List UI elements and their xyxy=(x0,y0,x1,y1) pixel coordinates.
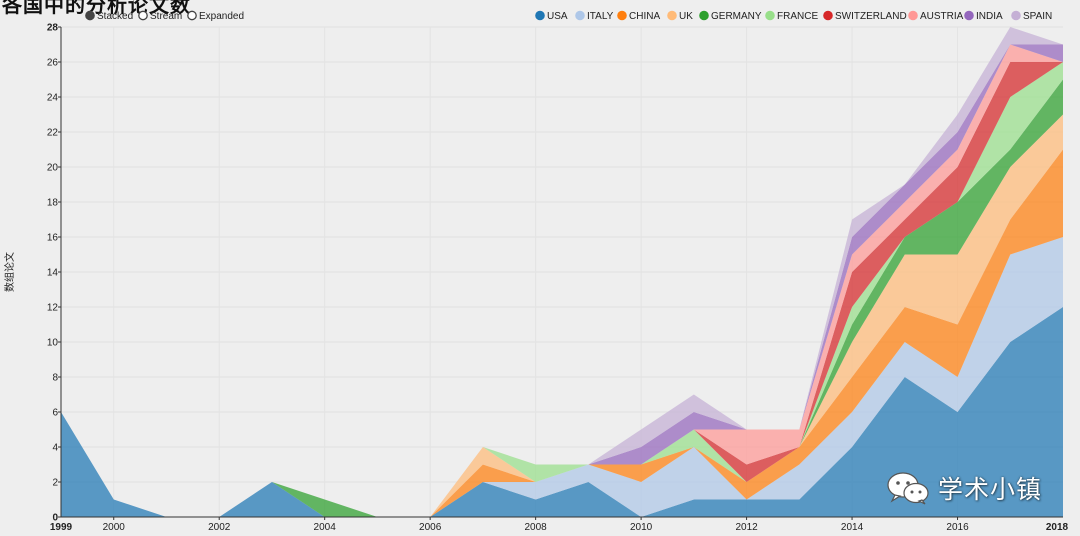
legend-label: INDIA xyxy=(976,11,1003,22)
legend-label: ITALY xyxy=(587,11,614,22)
mode-radio[interactable] xyxy=(138,10,148,21)
legend-label: CHINA xyxy=(629,11,660,22)
legend-label: UK xyxy=(679,11,693,22)
watermark-text: 学术小镇 xyxy=(938,475,1043,504)
y-tick-label: 28 xyxy=(47,23,59,34)
legend-item-italy[interactable]: ITALY xyxy=(575,10,614,22)
y-tick-label: 12 xyxy=(47,303,59,314)
y-tick-label: 8 xyxy=(52,373,58,384)
legend-item-austria[interactable]: AUSTRIA xyxy=(908,10,964,22)
watermark: 学术小镇 xyxy=(886,470,1042,506)
legend-item-uk[interactable]: UK xyxy=(667,10,694,22)
legend-swatch xyxy=(617,10,627,21)
legend-label: GERMANY xyxy=(711,11,762,22)
y-tick-label: 2 xyxy=(52,478,58,489)
area-series xyxy=(61,27,1063,517)
y-tick-label: 0 xyxy=(52,513,58,524)
y-tick-label: 10 xyxy=(47,338,59,349)
legend-item-china[interactable]: CHINA xyxy=(617,10,661,22)
mode-label: Stacked xyxy=(97,11,133,22)
x-tick-label: 2010 xyxy=(630,522,653,533)
x-tick-label: 2002 xyxy=(208,522,231,533)
y-tick-label: 6 xyxy=(52,408,58,419)
wechat-icon xyxy=(887,472,929,505)
legend-swatch xyxy=(964,10,974,21)
x-tick-label: 2016 xyxy=(946,522,969,533)
legend-label: SWITZERLAND xyxy=(835,11,907,22)
chart-mode-controls: Stacked Stream Expanded xyxy=(85,10,244,22)
y-tick-label: 16 xyxy=(47,233,59,244)
mode-stream[interactable]: Stream xyxy=(138,10,182,22)
legend-item-usa[interactable]: USA xyxy=(535,10,568,22)
mode-expanded[interactable]: Expanded xyxy=(187,10,244,22)
y-axis-label: 数组论文 xyxy=(3,252,16,292)
legend-swatch xyxy=(908,10,918,21)
mode-radio[interactable] xyxy=(187,10,197,21)
legend-item-spain[interactable]: SPAIN xyxy=(1011,10,1053,22)
x-tick-label-end: 2018 xyxy=(1046,522,1069,533)
legend-swatch xyxy=(575,10,585,21)
legend-swatch xyxy=(699,10,709,21)
y-tick-label: 22 xyxy=(47,128,59,139)
x-tick-label: 2000 xyxy=(103,522,126,533)
x-tick-label: 2012 xyxy=(735,522,758,533)
y-tick-label: 20 xyxy=(47,163,59,174)
mode-stacked[interactable]: Stacked xyxy=(85,10,133,22)
legend-swatch xyxy=(667,10,677,21)
legend-swatch xyxy=(823,10,833,21)
legend-label: AUSTRIA xyxy=(920,11,964,22)
x-tick-label: 2006 xyxy=(419,522,442,533)
legend-label: FRANCE xyxy=(777,11,818,22)
legend-swatch xyxy=(535,10,545,21)
legend-label: USA xyxy=(547,11,568,22)
x-tick-label: 2004 xyxy=(314,522,337,533)
legend-label: SPAIN xyxy=(1023,11,1052,22)
y-tick-label: 4 xyxy=(52,443,58,454)
area-austria xyxy=(61,44,1063,517)
legend: USA ITALY CHINA UK GERMANY FRANCE SWITZERLAND A… xyxy=(535,10,1053,22)
area-usa xyxy=(61,307,1063,517)
legend-swatch xyxy=(765,10,775,21)
legend-item-france[interactable]: FRANCE xyxy=(765,10,819,22)
mode-label: Stream xyxy=(150,11,182,22)
legend-item-switzerland[interactable]: SWITZERLAND xyxy=(823,10,907,22)
y-tick-label: 18 xyxy=(47,198,59,209)
legend-swatch xyxy=(1011,10,1021,21)
legend-item-india[interactable]: INDIA xyxy=(964,10,1003,22)
x-tick-label-start: 1999 xyxy=(50,522,73,533)
y-tick-label: 24 xyxy=(47,93,59,104)
x-tick-label: 2008 xyxy=(525,522,548,533)
y-tick-label: 26 xyxy=(47,58,59,69)
mode-radio[interactable] xyxy=(85,10,95,21)
mode-label: Expanded xyxy=(199,11,244,22)
x-tick-label: 2014 xyxy=(841,522,864,533)
y-tick-label: 14 xyxy=(47,268,59,279)
legend-item-germany[interactable]: GERMANY xyxy=(699,10,762,22)
